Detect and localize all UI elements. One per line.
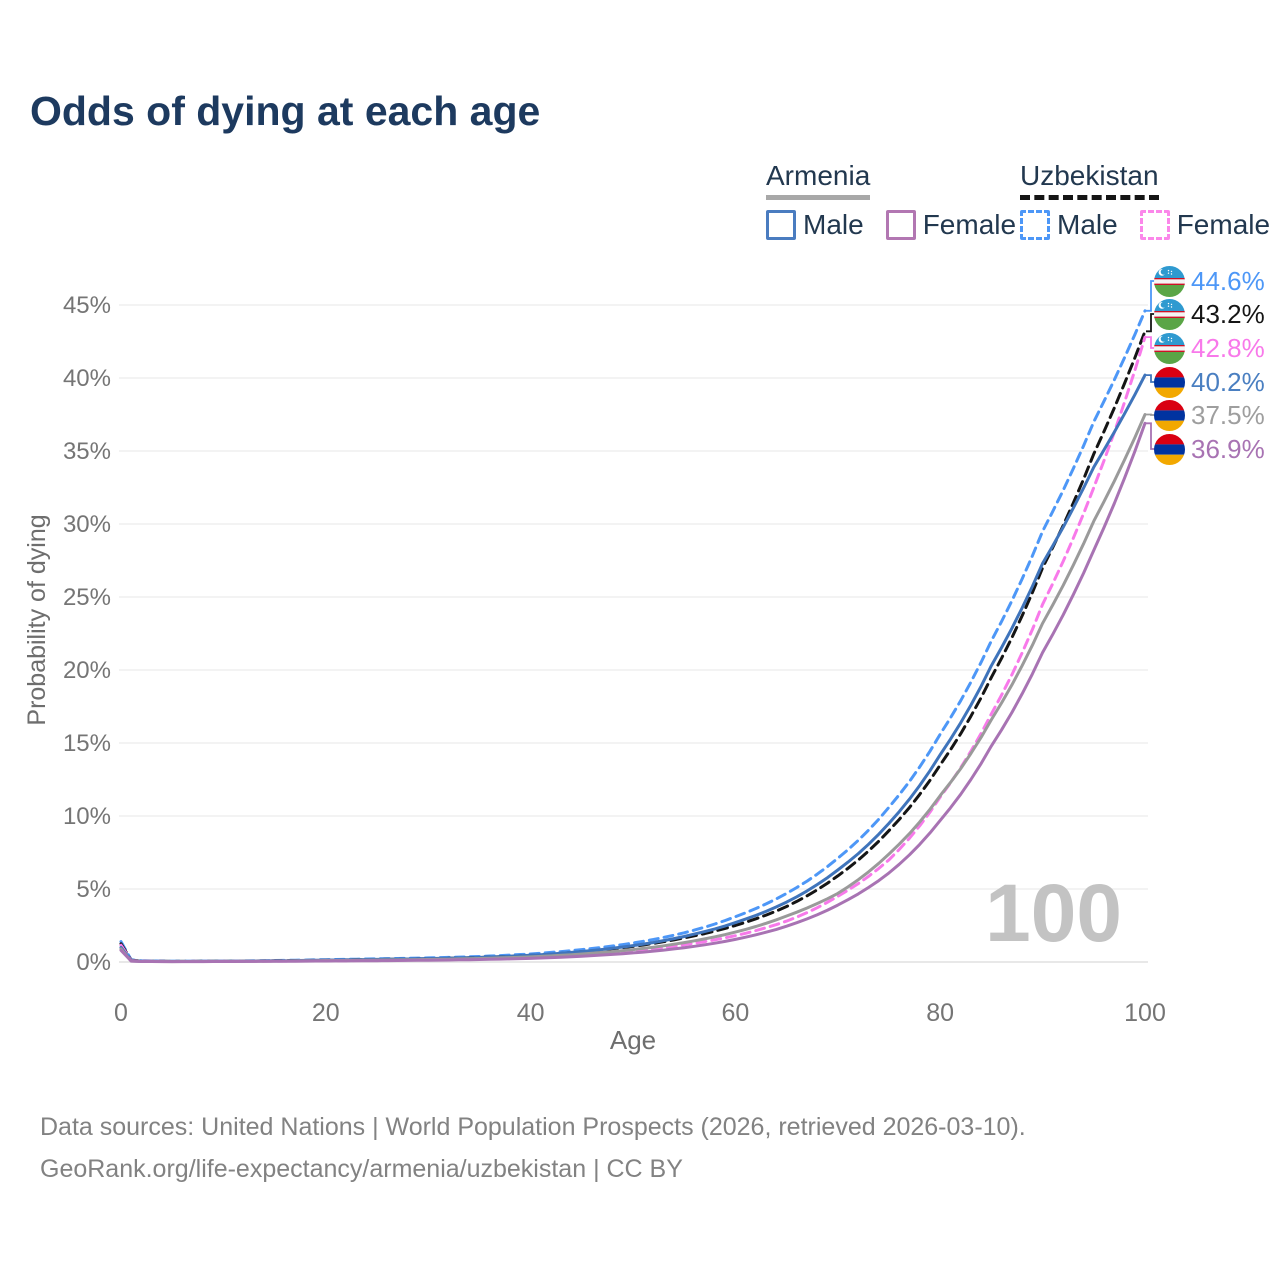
legend-group-armenia: Armenia Male Female bbox=[766, 160, 1016, 241]
end-label-value: 37.5% bbox=[1191, 399, 1265, 430]
end-label-value: 42.8% bbox=[1191, 332, 1265, 363]
x-tick-label: 100 bbox=[1124, 999, 1166, 1027]
flag-uzbekistan-icon bbox=[1154, 332, 1185, 364]
flag-armenia-icon bbox=[1154, 433, 1185, 465]
attribution-line: GeoRank.org/life-expectancy/armenia/uzbe… bbox=[40, 1155, 683, 1183]
series-line-uzbekistan-total[interactable] bbox=[119, 329, 1147, 963]
label-connector-uzbekistan-male bbox=[1146, 280, 1156, 312]
flag-uzbekistan-icon bbox=[1154, 298, 1185, 330]
end-label-armenia-female: 36.9% bbox=[1154, 433, 1265, 465]
uzbekistan-male-swatch-icon[interactable] bbox=[1020, 210, 1050, 240]
x-tick-label: 80 bbox=[926, 999, 954, 1027]
legend-label-uzbekistan-male: Male bbox=[1057, 209, 1118, 240]
legend-label-armenia-male: Male bbox=[803, 209, 864, 240]
armenia-male-swatch-icon[interactable] bbox=[766, 210, 796, 240]
legend-group-uzbekistan: Uzbekistan Male Female bbox=[1020, 160, 1270, 241]
y-tick-label: 0% bbox=[76, 949, 111, 976]
y-tick-label: 35% bbox=[63, 438, 111, 465]
y-tick-label: 15% bbox=[63, 730, 111, 757]
flag-uzbekistan-icon bbox=[1154, 265, 1185, 297]
x-tick-label: 20 bbox=[312, 999, 340, 1027]
end-label-value: 36.9% bbox=[1191, 433, 1265, 464]
label-connector-armenia-total bbox=[1146, 413, 1156, 416]
flag-armenia-icon bbox=[1154, 399, 1185, 431]
y-tick-label: 20% bbox=[63, 657, 111, 684]
x-axis-title: Age bbox=[610, 1025, 656, 1055]
series-line-armenia-female[interactable] bbox=[119, 421, 1147, 964]
page-title: Odds of dying at each age bbox=[30, 88, 541, 134]
series-line-uzbekistan-male[interactable] bbox=[119, 309, 1147, 963]
label-connector-armenia-female bbox=[1146, 422, 1156, 450]
end-label-uzbekistan-total: 43.2% bbox=[1154, 298, 1265, 330]
legend-item-uzbekistan-female[interactable]: Female bbox=[1139, 209, 1271, 241]
legend-label-armenia-female: Female bbox=[922, 209, 1017, 240]
age-watermark: 100 bbox=[985, 868, 1122, 959]
y-tick-label: 30% bbox=[63, 511, 111, 538]
legend-item-armenia-male[interactable]: Male bbox=[766, 209, 864, 241]
x-tick-label: 60 bbox=[721, 999, 749, 1027]
data-source-line: Data sources: United Nations | World Pop… bbox=[40, 1113, 1026, 1141]
x-tick-label: 40 bbox=[517, 999, 545, 1027]
legend-item-uzbekistan-male[interactable]: Male bbox=[1020, 209, 1118, 241]
label-connector-uzbekistan-female bbox=[1146, 336, 1156, 349]
legend-item-armenia-female[interactable]: Female bbox=[885, 209, 1017, 241]
y-tick-label: 25% bbox=[63, 584, 111, 611]
end-label-armenia-male: 40.2% bbox=[1154, 366, 1265, 398]
legend-country-armenia: Armenia bbox=[766, 160, 871, 200]
end-label-armenia-total: 37.5% bbox=[1154, 399, 1265, 431]
y-tick-label: 10% bbox=[63, 803, 111, 830]
footer: Data sources: United Nations | World Pop… bbox=[40, 1106, 1026, 1190]
y-tick-label: 5% bbox=[76, 876, 111, 903]
label-connector-uzbekistan-total bbox=[1146, 313, 1156, 333]
legend-label-uzbekistan-female: Female bbox=[1176, 209, 1271, 240]
end-label-uzbekistan-male: 44.6% bbox=[1154, 265, 1265, 297]
uzbekistan-female-swatch-icon[interactable] bbox=[1139, 210, 1170, 240]
end-label-uzbekistan-female: 42.8% bbox=[1154, 332, 1265, 364]
end-label-value: 44.6% bbox=[1191, 265, 1265, 296]
end-label-value: 43.2% bbox=[1191, 298, 1265, 329]
armenia-female-swatch-icon[interactable] bbox=[885, 210, 916, 240]
y-tick-label: 40% bbox=[63, 365, 111, 392]
legend-country-uzbekistan: Uzbekistan bbox=[1020, 160, 1159, 200]
y-tick-label: 45% bbox=[63, 292, 111, 319]
x-tick-label: 0 bbox=[114, 999, 128, 1027]
y-axis-title: Probability of dying bbox=[23, 514, 51, 725]
flag-armenia-icon bbox=[1154, 366, 1185, 398]
label-connector-armenia-male bbox=[1146, 374, 1156, 383]
end-label-value: 40.2% bbox=[1191, 366, 1265, 397]
